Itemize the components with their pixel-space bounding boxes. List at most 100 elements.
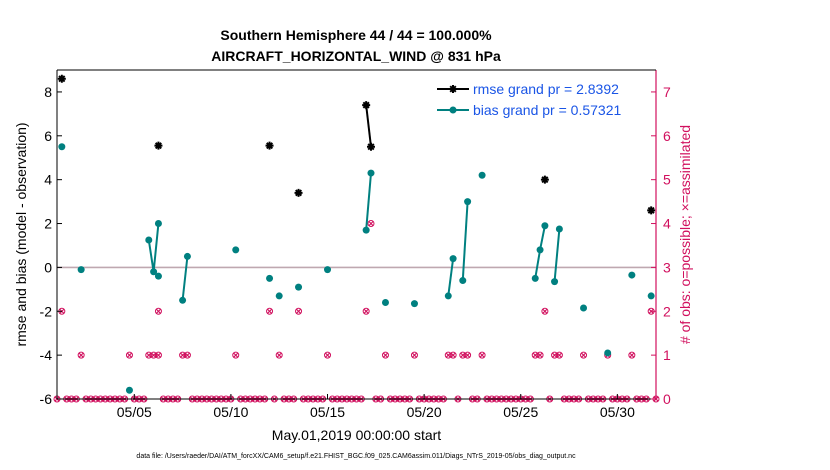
- y-axis-label: rmse and bias (model - observation): [13, 122, 29, 346]
- obs-assimilated-marker: [368, 220, 374, 227]
- bias-point: [232, 246, 240, 254]
- legend-bias-marker: [449, 106, 457, 114]
- obs-assimilated-marker: [464, 352, 471, 358]
- obs-possible-marker: [362, 307, 370, 315]
- rmse-point: [647, 206, 656, 215]
- obs-possible-marker: [555, 351, 563, 359]
- obs-assimilated-marker: [542, 308, 548, 314]
- obs-assimilated-marker: [450, 352, 456, 358]
- obs-possible-marker: [179, 351, 187, 359]
- bias-point: [381, 298, 389, 306]
- chart-title: Southern Hemisphere 44 / 44 = 100.000%: [220, 27, 492, 43]
- obs-possible-marker: [324, 351, 332, 359]
- bias-line-segment: [447, 258, 455, 297]
- obs-assimilated-marker: [629, 352, 635, 358]
- obs-possible-marker: [154, 307, 162, 315]
- bias-line-segment: [553, 228, 561, 282]
- obs-assimilated-marker: [155, 308, 162, 314]
- bias-point: [77, 266, 85, 274]
- x-tick-label: 05/10: [213, 404, 248, 420]
- obs-assimilated-marker: [146, 352, 152, 358]
- bias-point: [531, 274, 539, 282]
- obs-possible-marker: [464, 351, 472, 359]
- bias-point: [154, 272, 162, 280]
- y-tick-label: 4: [44, 172, 52, 188]
- y-tick-label: 0: [44, 259, 52, 275]
- obs-assimilated-marker: [295, 308, 302, 314]
- right-y-axis-label: # of obs: o=possible; ×=assimilated: [677, 125, 693, 344]
- right-y-ticks: 0 1 2 3 4 5 6 7: [651, 84, 671, 407]
- bias-line-segment: [365, 173, 372, 231]
- bias-point: [324, 266, 332, 274]
- obs-possible-marker: [449, 351, 457, 359]
- rmse-point: [362, 101, 371, 110]
- bias-point: [125, 386, 133, 394]
- obs-assimilated-marker: [580, 352, 587, 358]
- rmse-point: [265, 141, 274, 150]
- obs-assimilated-marker: [556, 352, 563, 358]
- bias-series: [58, 143, 655, 394]
- obs-assimilated-marker: [479, 352, 485, 358]
- x-tick-label: 05/30: [600, 404, 635, 420]
- obs-assimilated-marker: [445, 352, 451, 358]
- right-y-tick-label: 6: [663, 128, 671, 144]
- right-y-tick-label: 3: [663, 259, 671, 275]
- bias-point: [555, 225, 563, 233]
- rmse-point: [57, 74, 66, 83]
- bias-point: [449, 255, 457, 263]
- y-tick-label: 8: [44, 84, 52, 100]
- legend-rmse-star: [449, 85, 457, 93]
- right-y-tick-label: 7: [663, 84, 671, 100]
- x-axis-label: May.01,2019 00:00:00 start: [272, 427, 442, 443]
- bias-point: [478, 171, 486, 179]
- footnote: data file: /Users/raeder/DAI/ATM_forcXX/…: [136, 453, 576, 460]
- legend-rmse-marker: [449, 85, 457, 93]
- obs-assimilated-marker: [126, 352, 133, 358]
- bias-point: [145, 236, 153, 244]
- obs-assimilated-marker: [233, 352, 239, 358]
- legend-rmse-label: rmse grand pr = 2.8392: [473, 81, 619, 97]
- bias-point: [647, 292, 655, 300]
- bias-point: [179, 296, 187, 304]
- obs-possible-marker: [295, 307, 303, 315]
- obs-possible-marker: [266, 307, 274, 315]
- obs-possible-marker: [154, 351, 162, 359]
- obs-possible-marker: [444, 351, 452, 359]
- right-y-tick-label: 5: [663, 172, 671, 188]
- x-tick-label: 05/25: [503, 404, 538, 420]
- x-tick-label: 05/15: [310, 404, 345, 420]
- obs-possible-marker: [536, 351, 544, 359]
- bias-point: [362, 226, 370, 234]
- rmse-point: [294, 188, 303, 197]
- rmse-point: [540, 175, 549, 184]
- bias-point: [275, 292, 283, 300]
- obs-possible-marker: [541, 307, 549, 315]
- y-tick-label: -2: [40, 303, 53, 319]
- obs-possible-marker: [531, 351, 539, 359]
- y-tick-label: 6: [44, 128, 52, 144]
- bias-point: [541, 222, 549, 230]
- obs-assimilated-marker: [382, 352, 389, 358]
- obs-possible-marker: [77, 351, 85, 359]
- obs-assimilated-marker: [411, 352, 418, 358]
- obs-assimilated-marker: [537, 352, 543, 358]
- y-tick-label: -6: [40, 391, 53, 407]
- bias-point: [459, 277, 467, 285]
- bias-line-segment: [461, 201, 469, 281]
- rmse-point: [154, 141, 163, 150]
- bias-point: [628, 271, 636, 279]
- x-tick-label: 05/05: [117, 404, 152, 420]
- obs-assimilated-marker: [150, 352, 157, 358]
- obs-possible-marker: [150, 351, 158, 359]
- x-ticks: 05/05 05/10 05/15 05/20 05/25 05/30: [117, 394, 635, 420]
- rmse-point: [366, 142, 375, 151]
- obs-possible-marker: [580, 351, 588, 359]
- obs-possible-marker: [628, 351, 636, 359]
- legend-bias-label: bias grand pr = 0.57321: [473, 102, 621, 118]
- rmse-series: [57, 74, 656, 215]
- right-y-tick-label: 2: [663, 303, 671, 319]
- bias-point: [580, 304, 588, 312]
- obs-possible-marker: [410, 351, 418, 359]
- bias-point: [266, 274, 274, 282]
- obs-assimilated-marker: [460, 352, 466, 358]
